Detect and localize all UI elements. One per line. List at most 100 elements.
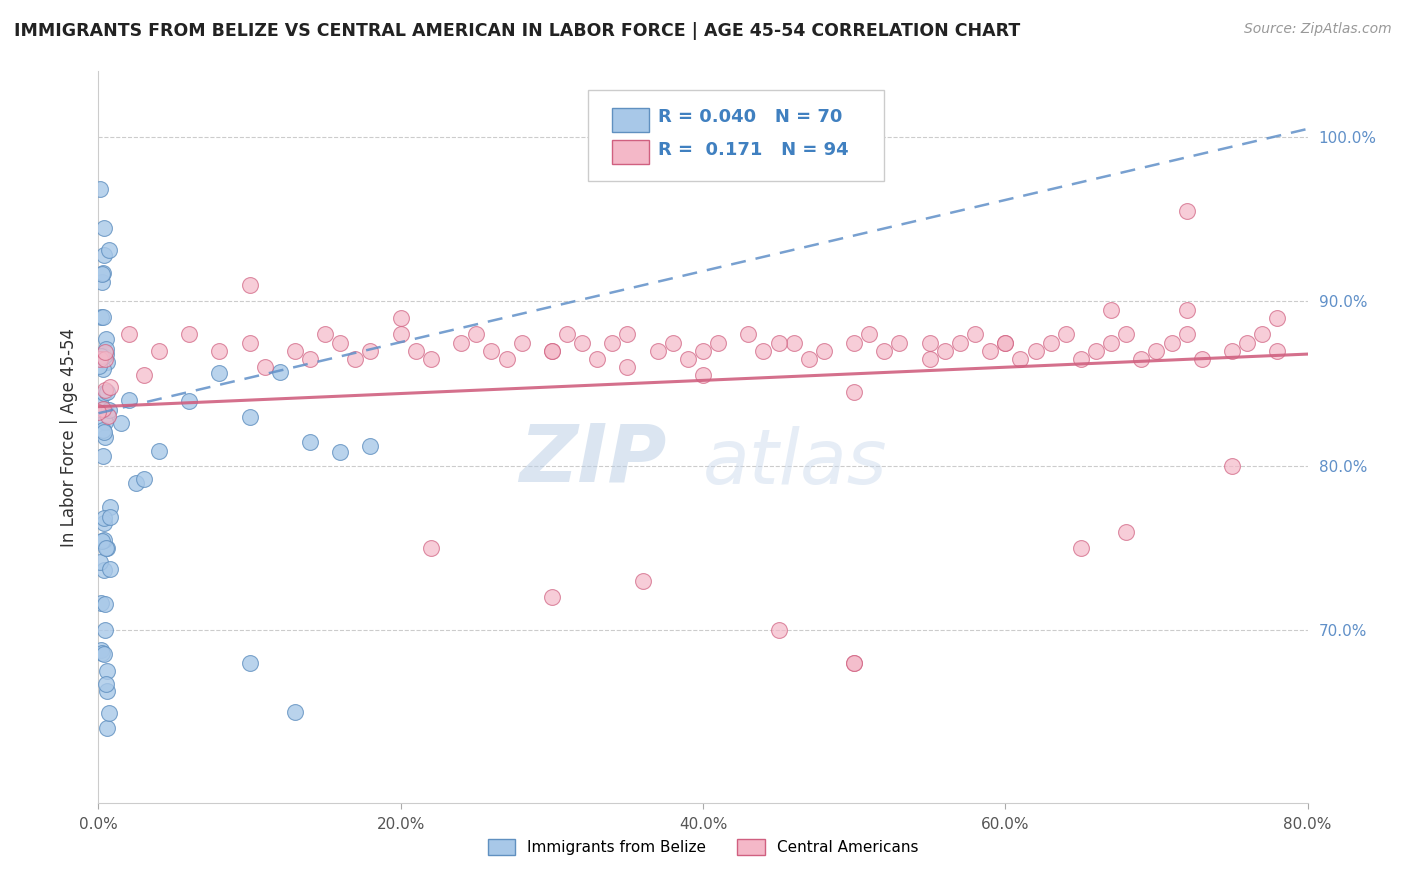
Point — [1175, 204, 1198, 219]
Point — [768, 335, 790, 350]
Point — [94, 342, 117, 356]
Point — [1115, 524, 1137, 539]
Point — [1267, 343, 1289, 358]
Point — [1085, 343, 1108, 358]
Point — [89, 359, 111, 373]
Point — [1099, 335, 1122, 350]
Point — [1099, 302, 1122, 317]
Point — [844, 656, 866, 670]
Point — [1144, 343, 1167, 358]
Point — [239, 409, 262, 424]
Point — [314, 327, 336, 342]
Point — [1130, 351, 1153, 366]
Point — [616, 327, 638, 342]
Point — [91, 401, 114, 416]
Legend: Immigrants from Belize, Central Americans: Immigrants from Belize, Central American… — [482, 833, 924, 861]
Text: IMMIGRANTS FROM BELIZE VS CENTRAL AMERICAN IN LABOR FORCE | AGE 45-54 CORRELATIO: IMMIGRANTS FROM BELIZE VS CENTRAL AMERIC… — [14, 22, 1021, 40]
Text: R =  0.171   N = 94: R = 0.171 N = 94 — [658, 141, 849, 159]
Point — [360, 343, 382, 358]
Point — [148, 444, 170, 458]
Point — [93, 248, 115, 262]
Point — [269, 365, 291, 379]
Point — [93, 425, 115, 439]
Point — [98, 562, 121, 576]
Point — [540, 343, 562, 358]
Point — [813, 343, 835, 358]
Point — [179, 393, 201, 408]
Point — [752, 343, 775, 358]
Point — [91, 266, 114, 280]
Text: atlas: atlas — [703, 425, 887, 500]
Point — [94, 347, 117, 361]
Point — [97, 243, 120, 257]
Point — [94, 383, 117, 397]
Point — [1220, 343, 1243, 358]
Point — [934, 343, 956, 358]
Point — [616, 360, 638, 375]
Point — [98, 379, 121, 393]
Point — [91, 646, 114, 660]
Point — [540, 343, 562, 358]
Point — [90, 275, 112, 289]
Point — [239, 278, 262, 293]
Point — [510, 335, 533, 350]
Point — [94, 332, 117, 346]
Point — [979, 343, 1001, 358]
Point — [93, 563, 115, 577]
Point — [94, 430, 117, 444]
Point — [344, 351, 367, 366]
Point — [96, 721, 118, 735]
Point — [844, 335, 866, 350]
Point — [239, 656, 262, 670]
Point — [844, 656, 866, 670]
Point — [797, 351, 820, 366]
Point — [97, 403, 120, 417]
Point — [118, 327, 141, 342]
Point — [647, 343, 669, 358]
Point — [844, 384, 866, 399]
Point — [1251, 327, 1274, 342]
Point — [571, 335, 593, 350]
Point — [96, 408, 118, 422]
Point — [918, 351, 941, 366]
Point — [1236, 335, 1258, 350]
Point — [87, 405, 110, 419]
Point — [994, 335, 1017, 350]
Point — [97, 409, 120, 423]
Point — [91, 402, 114, 417]
Point — [93, 647, 115, 661]
Point — [90, 642, 112, 657]
FancyBboxPatch shape — [588, 90, 884, 181]
Point — [1175, 327, 1198, 342]
Point — [1175, 302, 1198, 317]
Point — [1070, 541, 1092, 555]
Point — [110, 416, 132, 430]
Point — [858, 327, 880, 342]
Point — [208, 367, 231, 381]
Point — [93, 598, 115, 612]
Point — [284, 343, 307, 358]
Point — [631, 574, 654, 588]
Point — [96, 684, 118, 698]
Point — [89, 351, 111, 366]
Point — [661, 335, 683, 350]
Point — [91, 424, 114, 438]
Point — [1220, 458, 1243, 473]
Point — [90, 596, 112, 610]
Point — [93, 220, 115, 235]
Point — [91, 449, 114, 463]
Point — [208, 343, 231, 358]
Point — [93, 533, 115, 548]
Point — [540, 591, 562, 605]
Point — [90, 310, 112, 324]
FancyBboxPatch shape — [613, 140, 648, 164]
Point — [91, 267, 114, 281]
Point — [94, 351, 117, 366]
Point — [284, 706, 307, 720]
Point — [1039, 335, 1062, 350]
Point — [93, 349, 115, 363]
Point — [1191, 351, 1213, 366]
Point — [239, 335, 262, 350]
Point — [692, 343, 714, 358]
Point — [1024, 343, 1046, 358]
